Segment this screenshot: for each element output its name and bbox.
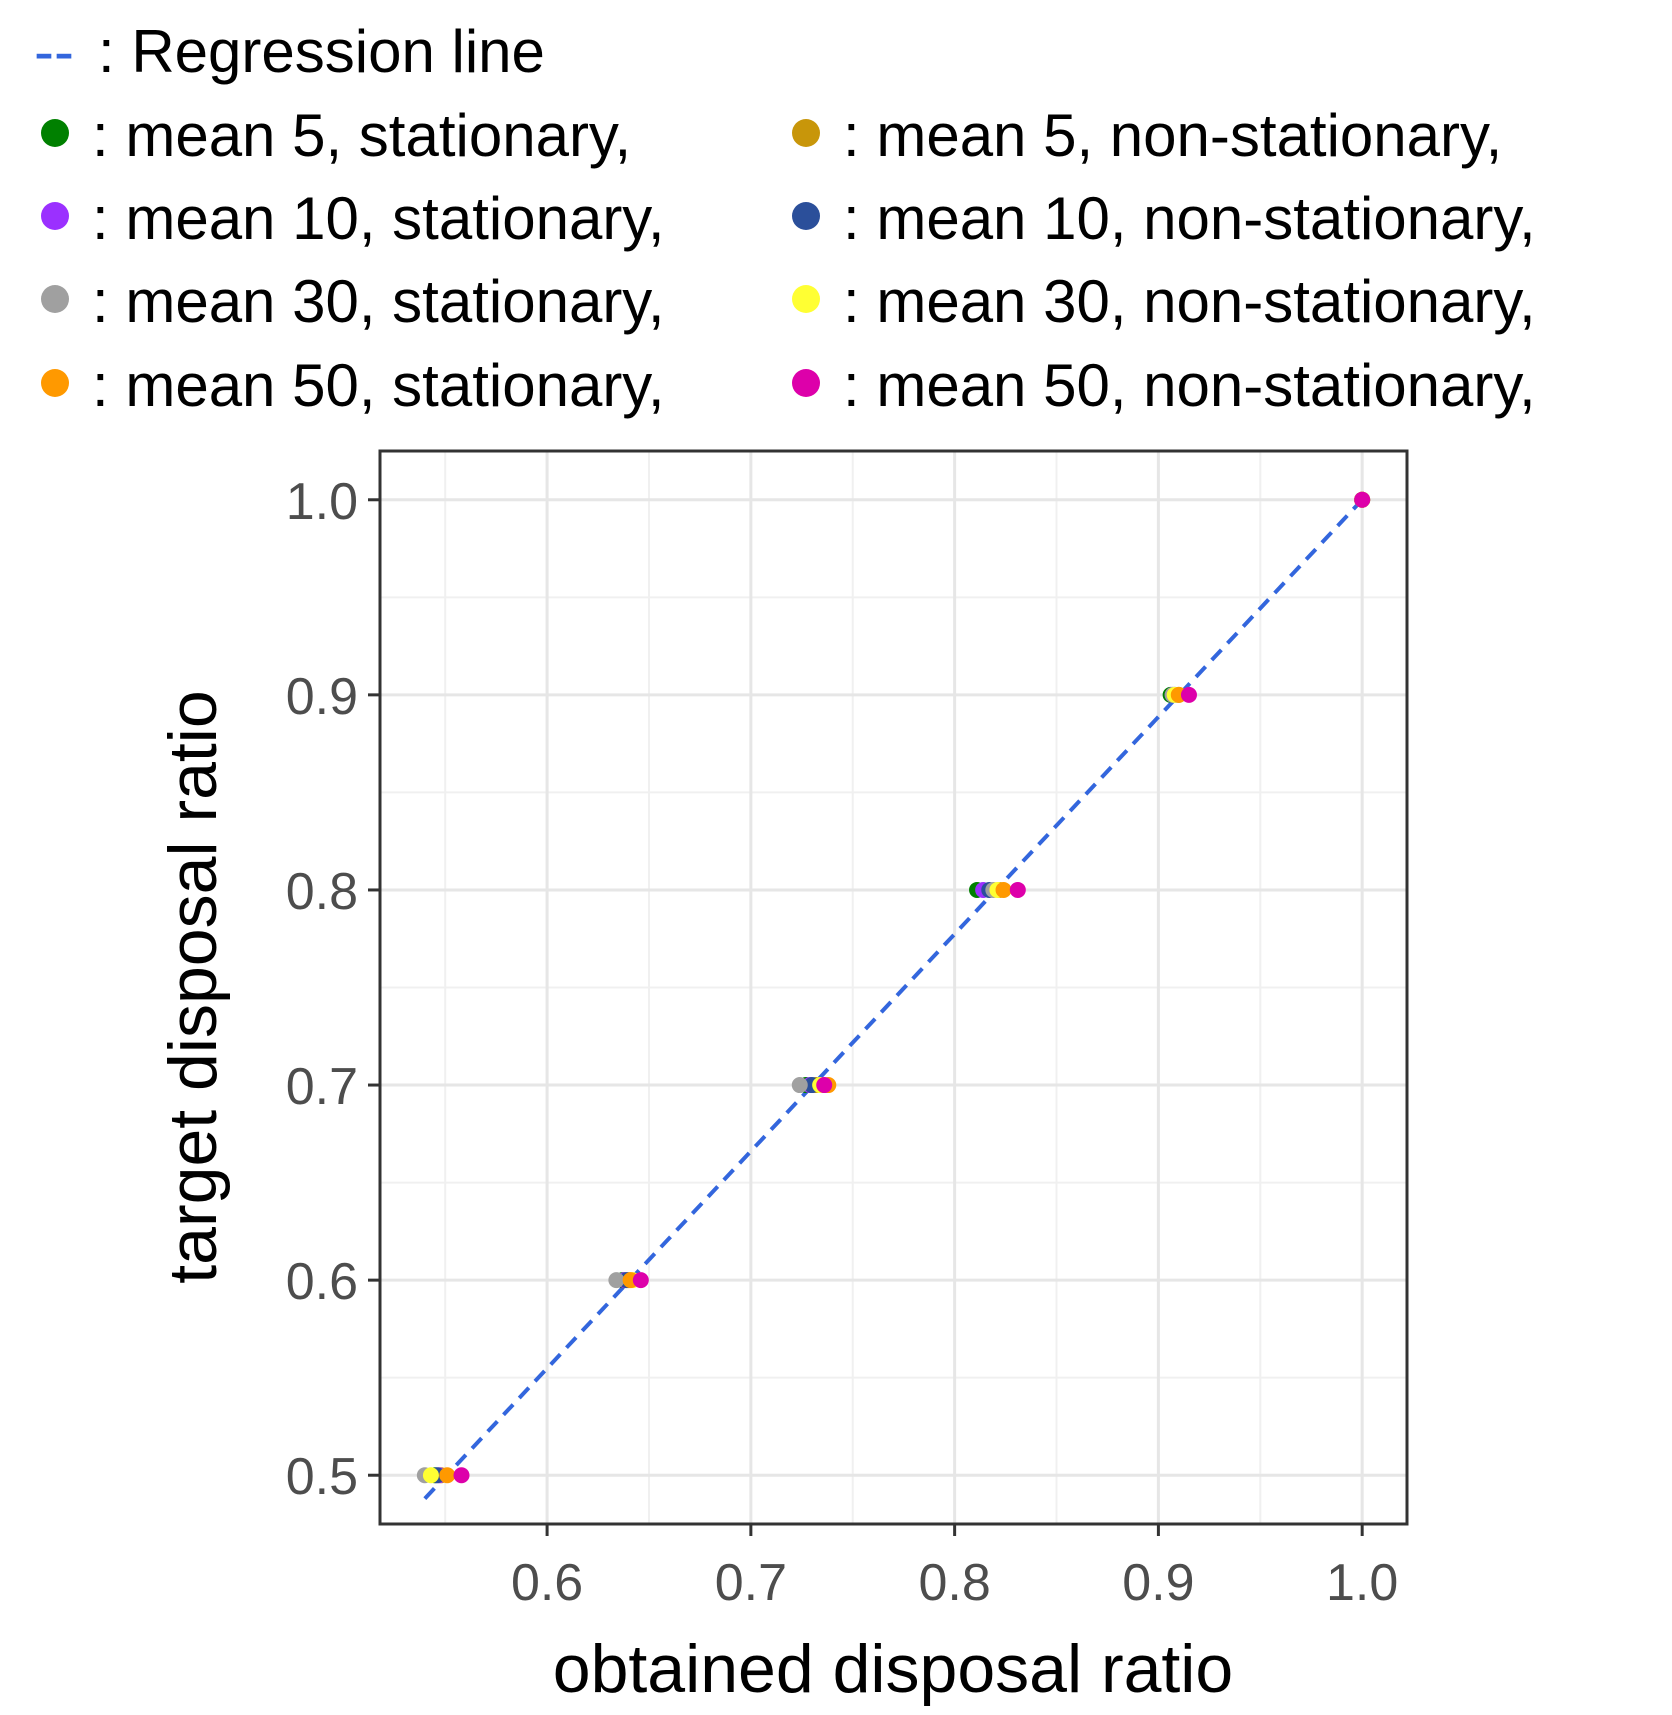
- y-tick-label: 0.8: [286, 863, 358, 921]
- y-tick-label: 0.7: [286, 1058, 358, 1116]
- y-axis: 0.5 0.6 0.7 0.8 0.9 1.0: [286, 473, 380, 1506]
- grid-major: [380, 451, 1407, 1524]
- x-tick-label: 0.7: [715, 1554, 787, 1612]
- x-axis: 0.6 0.7 0.8 0.9 1.0: [511, 1524, 1398, 1612]
- legend-swatch-mean10-nonstationary: [792, 202, 820, 230]
- legend-label-mean30-stationary: : mean 30, stationary,: [92, 268, 665, 335]
- point-series-7: [816, 1077, 833, 1094]
- legend-swatch-mean10-stationary: [41, 202, 69, 230]
- point-series-7: [1180, 686, 1197, 703]
- x-axis-title: obtained disposal ratio: [553, 1631, 1233, 1707]
- point-series-7: [453, 1467, 470, 1484]
- legend-label-mean5-stationary: : mean 5, stationary,: [92, 102, 631, 169]
- legend-label-mean30-nonstationary: : mean 30, non-stationary,: [843, 268, 1536, 335]
- plot-panel: [378, 449, 1409, 1526]
- point-series-4: [608, 1272, 625, 1289]
- point-series-6: [439, 1467, 456, 1484]
- legend-label-mean10-stationary: : mean 10, stationary,: [92, 185, 665, 252]
- legend-swatch-mean5-stationary: [41, 119, 69, 147]
- x-tick-label: 0.9: [1122, 1554, 1194, 1612]
- grid-minor: [380, 451, 1407, 1524]
- x-tick-label: 1.0: [1326, 1554, 1398, 1612]
- legend-regression-symbol: --: [34, 18, 74, 85]
- x-tick-label: 0.6: [511, 1554, 583, 1612]
- legend-swatch-mean30-stationary: [41, 285, 69, 313]
- y-tick-label: 1.0: [286, 473, 358, 531]
- point-series-6: [995, 881, 1012, 898]
- plot-border: [378, 449, 1409, 1526]
- legend-label-mean50-nonstationary: : mean 50, non-stationary,: [843, 352, 1536, 419]
- legend: -- : Regression line : mean 5, stationar…: [34, 18, 1536, 419]
- legend-label-mean10-nonstationary: : mean 10, non-stationary,: [843, 185, 1536, 252]
- y-axis-title: target disposal ratio: [155, 690, 231, 1283]
- x-tick-label: 0.8: [918, 1554, 990, 1612]
- point-series-7: [632, 1272, 649, 1289]
- legend-swatch-mean50-stationary: [41, 369, 69, 397]
- legend-regression-label: : Regression line: [98, 18, 545, 85]
- y-tick-label: 0.9: [286, 668, 358, 726]
- data-points: [416, 491, 1371, 1484]
- legend-swatch-mean5-nonstationary: [792, 119, 820, 147]
- y-tick-label: 0.6: [286, 1253, 358, 1311]
- legend-swatch-mean50-nonstationary: [792, 369, 820, 397]
- point-series-4: [791, 1077, 808, 1094]
- legend-swatch-mean30-nonstationary: [792, 285, 820, 313]
- point-series-5: [422, 1467, 439, 1484]
- point-series-7: [1354, 491, 1371, 508]
- legend-label-mean5-nonstationary: : mean 5, non-stationary,: [843, 102, 1502, 169]
- point-series-7: [1009, 881, 1026, 898]
- y-tick-label: 0.5: [286, 1448, 358, 1506]
- legend-label-mean50-stationary: : mean 50, stationary,: [92, 352, 665, 419]
